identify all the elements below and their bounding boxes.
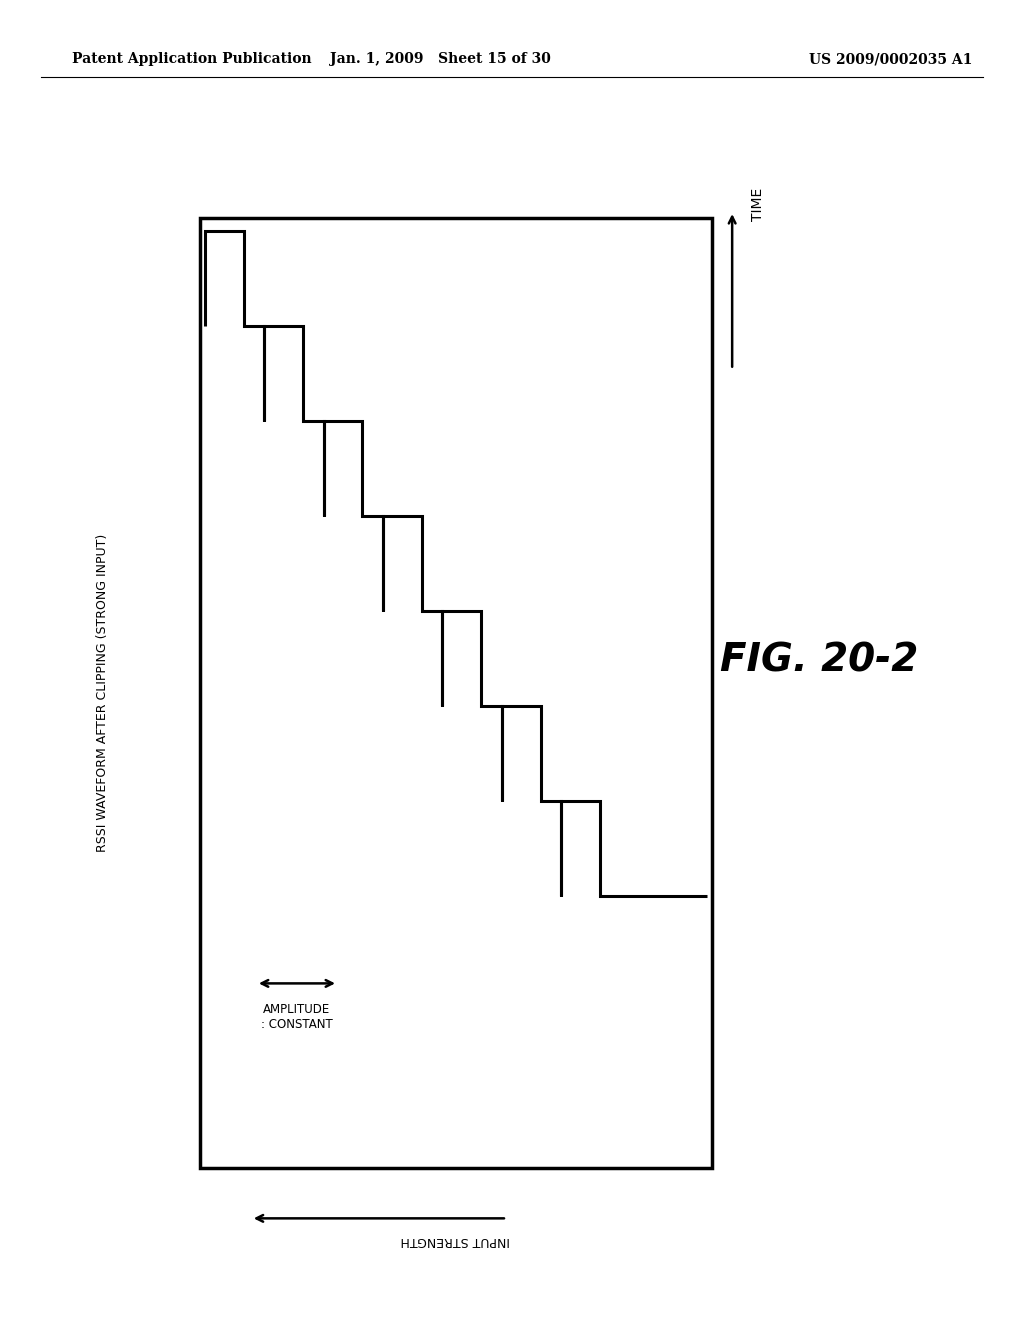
Text: INPUT STRENGTH: INPUT STRENGTH: [401, 1234, 510, 1247]
Text: FIG. 20-2: FIG. 20-2: [720, 642, 919, 678]
Text: Patent Application Publication: Patent Application Publication: [72, 53, 311, 66]
Text: US 2009/0002035 A1: US 2009/0002035 A1: [809, 53, 973, 66]
Bar: [200, 218, 712, 1168]
Text: Jan. 1, 2009   Sheet 15 of 30: Jan. 1, 2009 Sheet 15 of 30: [330, 53, 551, 66]
Text: AMPLITUDE
: CONSTANT: AMPLITUDE : CONSTANT: [261, 1003, 333, 1031]
Text: TIME: TIME: [751, 187, 765, 222]
Text: RSSI WAVEFORM AFTER CLIPPING (STRONG INPUT): RSSI WAVEFORM AFTER CLIPPING (STRONG INP…: [96, 533, 109, 853]
